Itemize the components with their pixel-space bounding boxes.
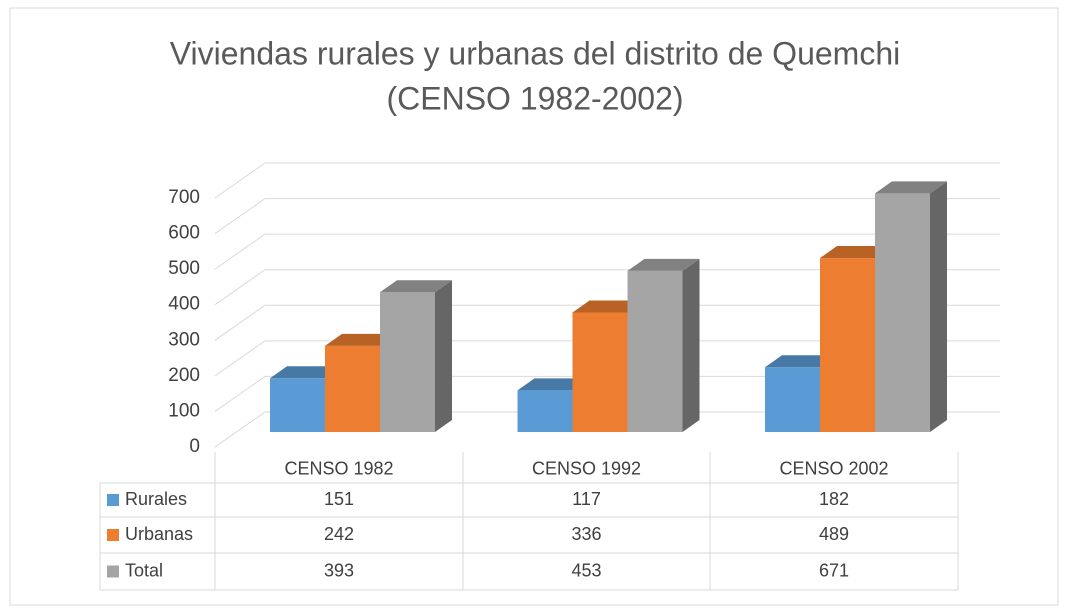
y-tick-label: 600 bbox=[168, 223, 200, 244]
y-tick-label: 100 bbox=[168, 400, 200, 421]
bar-front bbox=[875, 193, 930, 432]
chart-subtitle: (CENSO 1982-2002) bbox=[386, 80, 683, 116]
bar-side bbox=[435, 280, 452, 432]
bar-top bbox=[380, 280, 452, 293]
grid-line bbox=[214, 233, 1000, 270]
bar-top bbox=[325, 333, 397, 346]
legend-label: Rurales bbox=[125, 489, 187, 509]
table-value: 453 bbox=[571, 560, 601, 580]
grid-line bbox=[214, 269, 1000, 306]
bar-top bbox=[270, 366, 342, 379]
bar-top bbox=[627, 258, 700, 271]
table-value: 151 bbox=[324, 489, 354, 509]
grid-line bbox=[214, 198, 1000, 234]
legend-label: Urbanas bbox=[125, 524, 193, 544]
table-value: 182 bbox=[819, 489, 849, 509]
table-value: 671 bbox=[819, 560, 849, 580]
bar-top bbox=[875, 181, 947, 194]
bar-front bbox=[627, 270, 683, 432]
grid-line bbox=[214, 162, 1000, 199]
bar-top bbox=[820, 246, 892, 259]
bar-front bbox=[765, 367, 820, 432]
bar-top bbox=[765, 355, 837, 368]
legend-swatch bbox=[107, 494, 119, 506]
grid-line bbox=[214, 411, 1000, 448]
bar-front bbox=[820, 258, 875, 432]
chart-title: Viviendas rurales y urbanas del distrito… bbox=[170, 35, 900, 71]
y-tick-label: 700 bbox=[168, 187, 200, 208]
grid-line bbox=[214, 340, 1000, 377]
bar bbox=[875, 181, 947, 432]
table-value: 393 bbox=[324, 560, 354, 580]
table-value: 117 bbox=[572, 489, 601, 509]
bar-side bbox=[682, 258, 700, 432]
y-tick-label: 400 bbox=[168, 294, 200, 315]
bar bbox=[627, 258, 700, 432]
category-label: CENSO 1982 bbox=[284, 458, 393, 478]
bar-front bbox=[572, 312, 628, 432]
bar-top bbox=[572, 300, 645, 313]
y-tick-label: 500 bbox=[168, 258, 200, 279]
bar-front bbox=[517, 390, 573, 432]
bar-front bbox=[380, 292, 435, 432]
grid-line bbox=[214, 304, 1000, 341]
bar-side bbox=[930, 181, 947, 432]
table-value: 489 bbox=[819, 524, 849, 544]
legend-swatch bbox=[107, 565, 119, 578]
table-value: 242 bbox=[324, 524, 354, 544]
bar-front bbox=[325, 345, 380, 432]
y-tick-label: 0 bbox=[189, 436, 200, 457]
legend-swatch bbox=[107, 529, 119, 541]
table-value: 336 bbox=[571, 524, 601, 544]
bar-front bbox=[270, 378, 325, 432]
y-tick-label: 200 bbox=[168, 365, 200, 386]
category-label: CENSO 2002 bbox=[779, 458, 888, 478]
bar-top bbox=[517, 378, 590, 391]
y-tick-label: 300 bbox=[168, 329, 200, 350]
grid-line bbox=[214, 375, 1000, 412]
legend-label: Total bbox=[125, 560, 163, 580]
bar bbox=[380, 280, 452, 432]
category-label: CENSO 1992 bbox=[532, 458, 641, 478]
